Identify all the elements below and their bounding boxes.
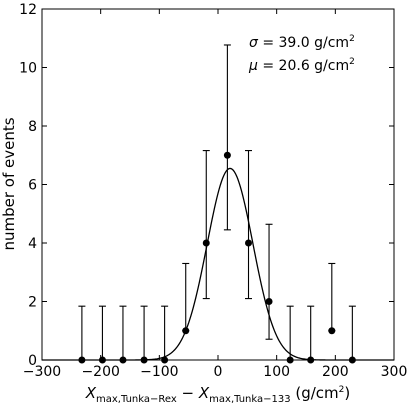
- x-tick-label: 300: [381, 364, 407, 380]
- x-tick-label: −100: [140, 364, 178, 380]
- x-tick-label: −300: [23, 364, 61, 380]
- y-tick-label: 10: [19, 61, 37, 77]
- data-point: [223, 151, 231, 159]
- data-point: [245, 239, 253, 247]
- data-point: [182, 327, 190, 335]
- y-tick-label: 4: [28, 236, 37, 252]
- y-tick-label: 0: [28, 353, 37, 369]
- y-axis-label: number of events: [0, 117, 18, 250]
- data-point: [328, 327, 336, 335]
- y-tick-label: 6: [28, 178, 37, 194]
- y-tick-label: 12: [19, 2, 37, 18]
- x-tick-label: 100: [263, 364, 290, 380]
- data-point: [265, 298, 273, 305]
- x-tick-label: 0: [214, 364, 223, 380]
- data-point: [202, 239, 210, 247]
- annotation-sigma: σ = 39.0 g/cm2: [249, 34, 355, 51]
- annotation-mu: μ = 20.6 g/cm2: [248, 57, 355, 74]
- x-axis-label: Xmax,Tunka−Rex − Xmax,Tunka−133 (g/cm2): [85, 384, 351, 405]
- x-tick-label: 200: [322, 364, 349, 380]
- y-tick-label: 2: [28, 295, 37, 311]
- y-tick-label: 8: [28, 119, 37, 135]
- chart-marks: [42, 44, 394, 364]
- fit-curve: [42, 167, 394, 361]
- x-tick-label: −200: [81, 364, 119, 380]
- axis-ticks: −300 −200 −100 0 100 200 300 0 2 4 6 8 10 12: [19, 2, 407, 380]
